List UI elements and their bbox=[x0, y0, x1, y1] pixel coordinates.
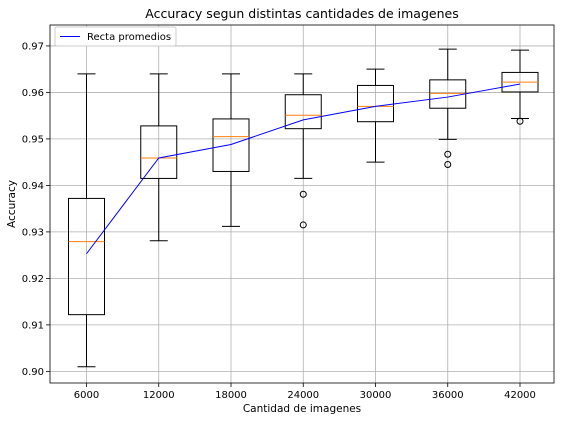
box-6000 bbox=[68, 73, 105, 368]
outlier-point bbox=[444, 160, 452, 168]
legend-box bbox=[54, 26, 177, 47]
y-axis-label: Accuracy bbox=[6, 180, 18, 228]
legend: Recta promedios bbox=[54, 26, 177, 47]
y-tick-label: 0.92 bbox=[22, 274, 44, 285]
mean-line bbox=[86, 83, 521, 255]
box-18000 bbox=[212, 73, 250, 227]
box-12000 bbox=[140, 73, 178, 242]
y-tick-label: 0.90 bbox=[22, 367, 44, 378]
x-tick-label: 18000 bbox=[215, 390, 247, 401]
y-tick-label: 0.91 bbox=[22, 320, 44, 331]
outlier-point bbox=[299, 190, 307, 198]
chart-title: Accuracy segun distintas cantidades de i… bbox=[145, 6, 458, 21]
box-24000 bbox=[284, 73, 322, 229]
x-tick-label: 12000 bbox=[143, 390, 175, 401]
box-iqr bbox=[68, 197, 105, 316]
series-recta-promedios bbox=[86, 83, 521, 255]
x-tick-label: 42000 bbox=[504, 390, 536, 401]
box-iqr bbox=[212, 118, 250, 172]
axes: 0.90 0.91 0.92 0.93 0.94 0.95 0.96 0.97 6000 1200… bbox=[22, 24, 555, 401]
y-tick-label: 0.94 bbox=[22, 181, 44, 192]
boxes bbox=[68, 48, 539, 368]
box-42000 bbox=[501, 49, 539, 125]
x-tick-label: 6000 bbox=[74, 390, 99, 401]
y-tick-label: 0.95 bbox=[22, 134, 44, 145]
x-tick-label: 36000 bbox=[432, 390, 464, 401]
y-tick-label: 0.93 bbox=[22, 227, 44, 238]
box-iqr bbox=[140, 125, 178, 179]
y-tick-label: 0.96 bbox=[22, 88, 44, 99]
y-tick-label: 0.97 bbox=[22, 41, 44, 52]
x-tick-label: 30000 bbox=[360, 390, 392, 401]
legend-label: Recta promedios bbox=[87, 32, 171, 43]
plot-frame bbox=[49, 24, 555, 384]
outlier-point bbox=[444, 150, 452, 158]
outlier-point bbox=[516, 117, 524, 125]
x-tick-label: 24000 bbox=[287, 390, 319, 401]
x-axis-label: Cantidad de imagenes bbox=[243, 403, 361, 415]
outlier-point bbox=[299, 221, 307, 229]
box-iqr bbox=[284, 94, 322, 130]
